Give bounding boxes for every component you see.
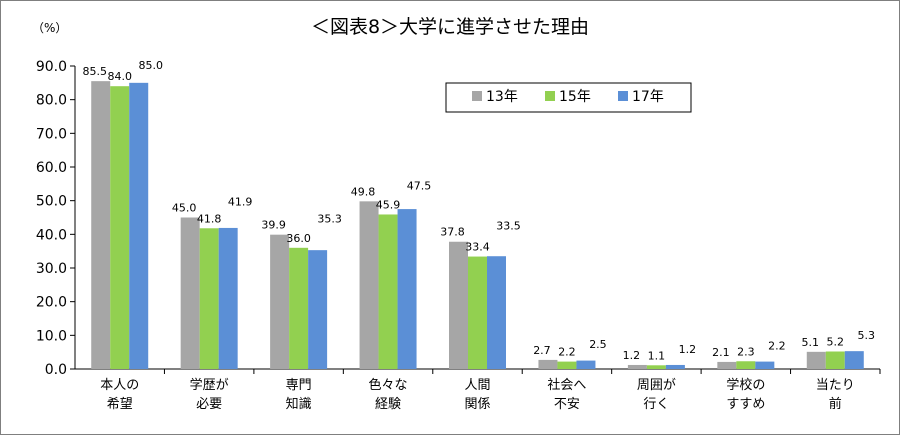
bar-17年-4 [487, 256, 506, 369]
y-tick-label: 30.0 [36, 261, 67, 277]
data-label: 37.8 [440, 226, 465, 239]
bar-17年-3 [397, 209, 417, 369]
x-tick-label: 経験 [375, 397, 401, 412]
x-tick-label: 周囲が [637, 378, 676, 393]
bar-17年-0 [129, 82, 149, 369]
bar-15年-0 [110, 86, 130, 369]
x-tick-label: 学校の [726, 377, 765, 393]
data-label: 1.1 [648, 349, 666, 362]
data-label: 84.0 [107, 70, 132, 83]
data-label: 41.9 [228, 196, 253, 209]
x-tick-label: 希望 [107, 396, 133, 412]
x-tick-label: 社会へ [547, 377, 586, 393]
data-label: 47.5 [407, 179, 432, 192]
data-label: 41.8 [197, 212, 222, 225]
bar-17年-1 [218, 227, 238, 369]
bar-13年-3 [359, 201, 379, 369]
bar-13年-5 [538, 359, 558, 369]
x-tick-label: 専門 [286, 378, 312, 393]
y-tick-label: 40.0 [36, 227, 67, 243]
data-labels: 85.5 84.0 85.0 45.041.8 41.9 39.936.0 35.3 49.8… [82, 59, 875, 362]
bar-13年-2 [270, 234, 290, 369]
y-tick-label: 20.0 [36, 295, 67, 311]
data-label: 2.2 [768, 339, 786, 352]
data-label: 39.9 [261, 219, 286, 232]
legend: 13年 15年 17年 [445, 82, 692, 113]
x-tick-label: 不安 [554, 397, 580, 412]
legend-swatch-13年 [472, 91, 482, 101]
bar-13年-8 [806, 351, 826, 369]
data-label: 5.3 [858, 329, 876, 342]
bar-17年-2 [308, 250, 328, 369]
bar-15年-7 [736, 361, 756, 369]
bar-15年-8 [825, 351, 845, 369]
data-label: 2.7 [533, 344, 551, 357]
data-label: 45.0 [172, 202, 197, 215]
x-tick-label: 前 [829, 396, 842, 412]
data-label: 5.1 [802, 336, 820, 349]
bar-17年-6 [665, 364, 685, 369]
data-label: 85.0 [138, 59, 163, 72]
x-tick-label: 関係 [464, 397, 490, 412]
data-label: 49.8 [351, 185, 376, 198]
bar-13年-1 [180, 217, 200, 369]
bar-13年-7 [717, 361, 737, 369]
y-tick-label: 80.0 [36, 93, 67, 109]
bar-15年-2 [289, 247, 309, 369]
data-label: 33.4 [465, 241, 490, 254]
x-tick-label: すすめ [726, 397, 765, 412]
x-tick-label: 必要 [196, 397, 222, 412]
y-tick-label: 50.0 [36, 194, 67, 210]
data-label: 45.9 [376, 198, 401, 211]
y-tick-label: 90.0 [36, 59, 67, 75]
y-tick-label: 70.0 [36, 126, 67, 142]
data-label: 85.5 [82, 65, 107, 78]
bar-13年-0 [91, 81, 111, 370]
y-tick-label: 0.0 [45, 362, 67, 378]
bar-17年-5 [576, 360, 596, 369]
y-tick-label: 10.0 [36, 328, 67, 344]
data-label: 1.2 [679, 343, 697, 356]
data-label: 5.2 [827, 335, 845, 348]
x-tick-label: 本人の [100, 378, 139, 393]
data-label: 35.3 [317, 213, 342, 226]
legend-box [445, 82, 692, 113]
legend-label: 17年 [632, 89, 664, 105]
unit-label: （%） [32, 21, 67, 35]
data-label: 2.5 [589, 338, 607, 351]
chart-title: ＜図表8＞大学に進学させた理由 [311, 16, 589, 38]
x-tick-label: 行く [643, 397, 669, 412]
legend-label: 13年 [486, 89, 518, 105]
data-label: 2.3 [737, 345, 755, 358]
bar-17年-7 [755, 361, 775, 369]
legend-label: 15年 [559, 89, 591, 105]
bars [91, 81, 864, 370]
bar-15年-4 [468, 256, 487, 369]
x-tick-label: 色々な [369, 377, 408, 393]
bar-15年-5 [557, 361, 577, 369]
bar-15年-3 [378, 214, 398, 369]
data-label: 2.2 [558, 346, 576, 359]
data-label: 33.5 [496, 220, 521, 233]
x-tick-label: 人間 [464, 378, 490, 393]
bar-15年-6 [646, 365, 666, 369]
bar-17年-8 [844, 351, 864, 369]
x-tick-label: 当たり [816, 378, 855, 393]
bar-15年-1 [199, 228, 219, 369]
x-tick-label: 学歴が [190, 377, 229, 393]
x-tick-label: 知識 [286, 396, 312, 412]
bar-13年-4 [449, 241, 468, 369]
legend-swatch-15年 [545, 91, 555, 101]
data-label: 36.0 [286, 232, 311, 245]
bar-13年-6 [627, 364, 647, 369]
data-label: 1.2 [623, 349, 641, 362]
data-label: 2.1 [712, 346, 730, 359]
legend-swatch-17年 [618, 91, 628, 101]
y-tick-label: 60.0 [36, 160, 67, 176]
